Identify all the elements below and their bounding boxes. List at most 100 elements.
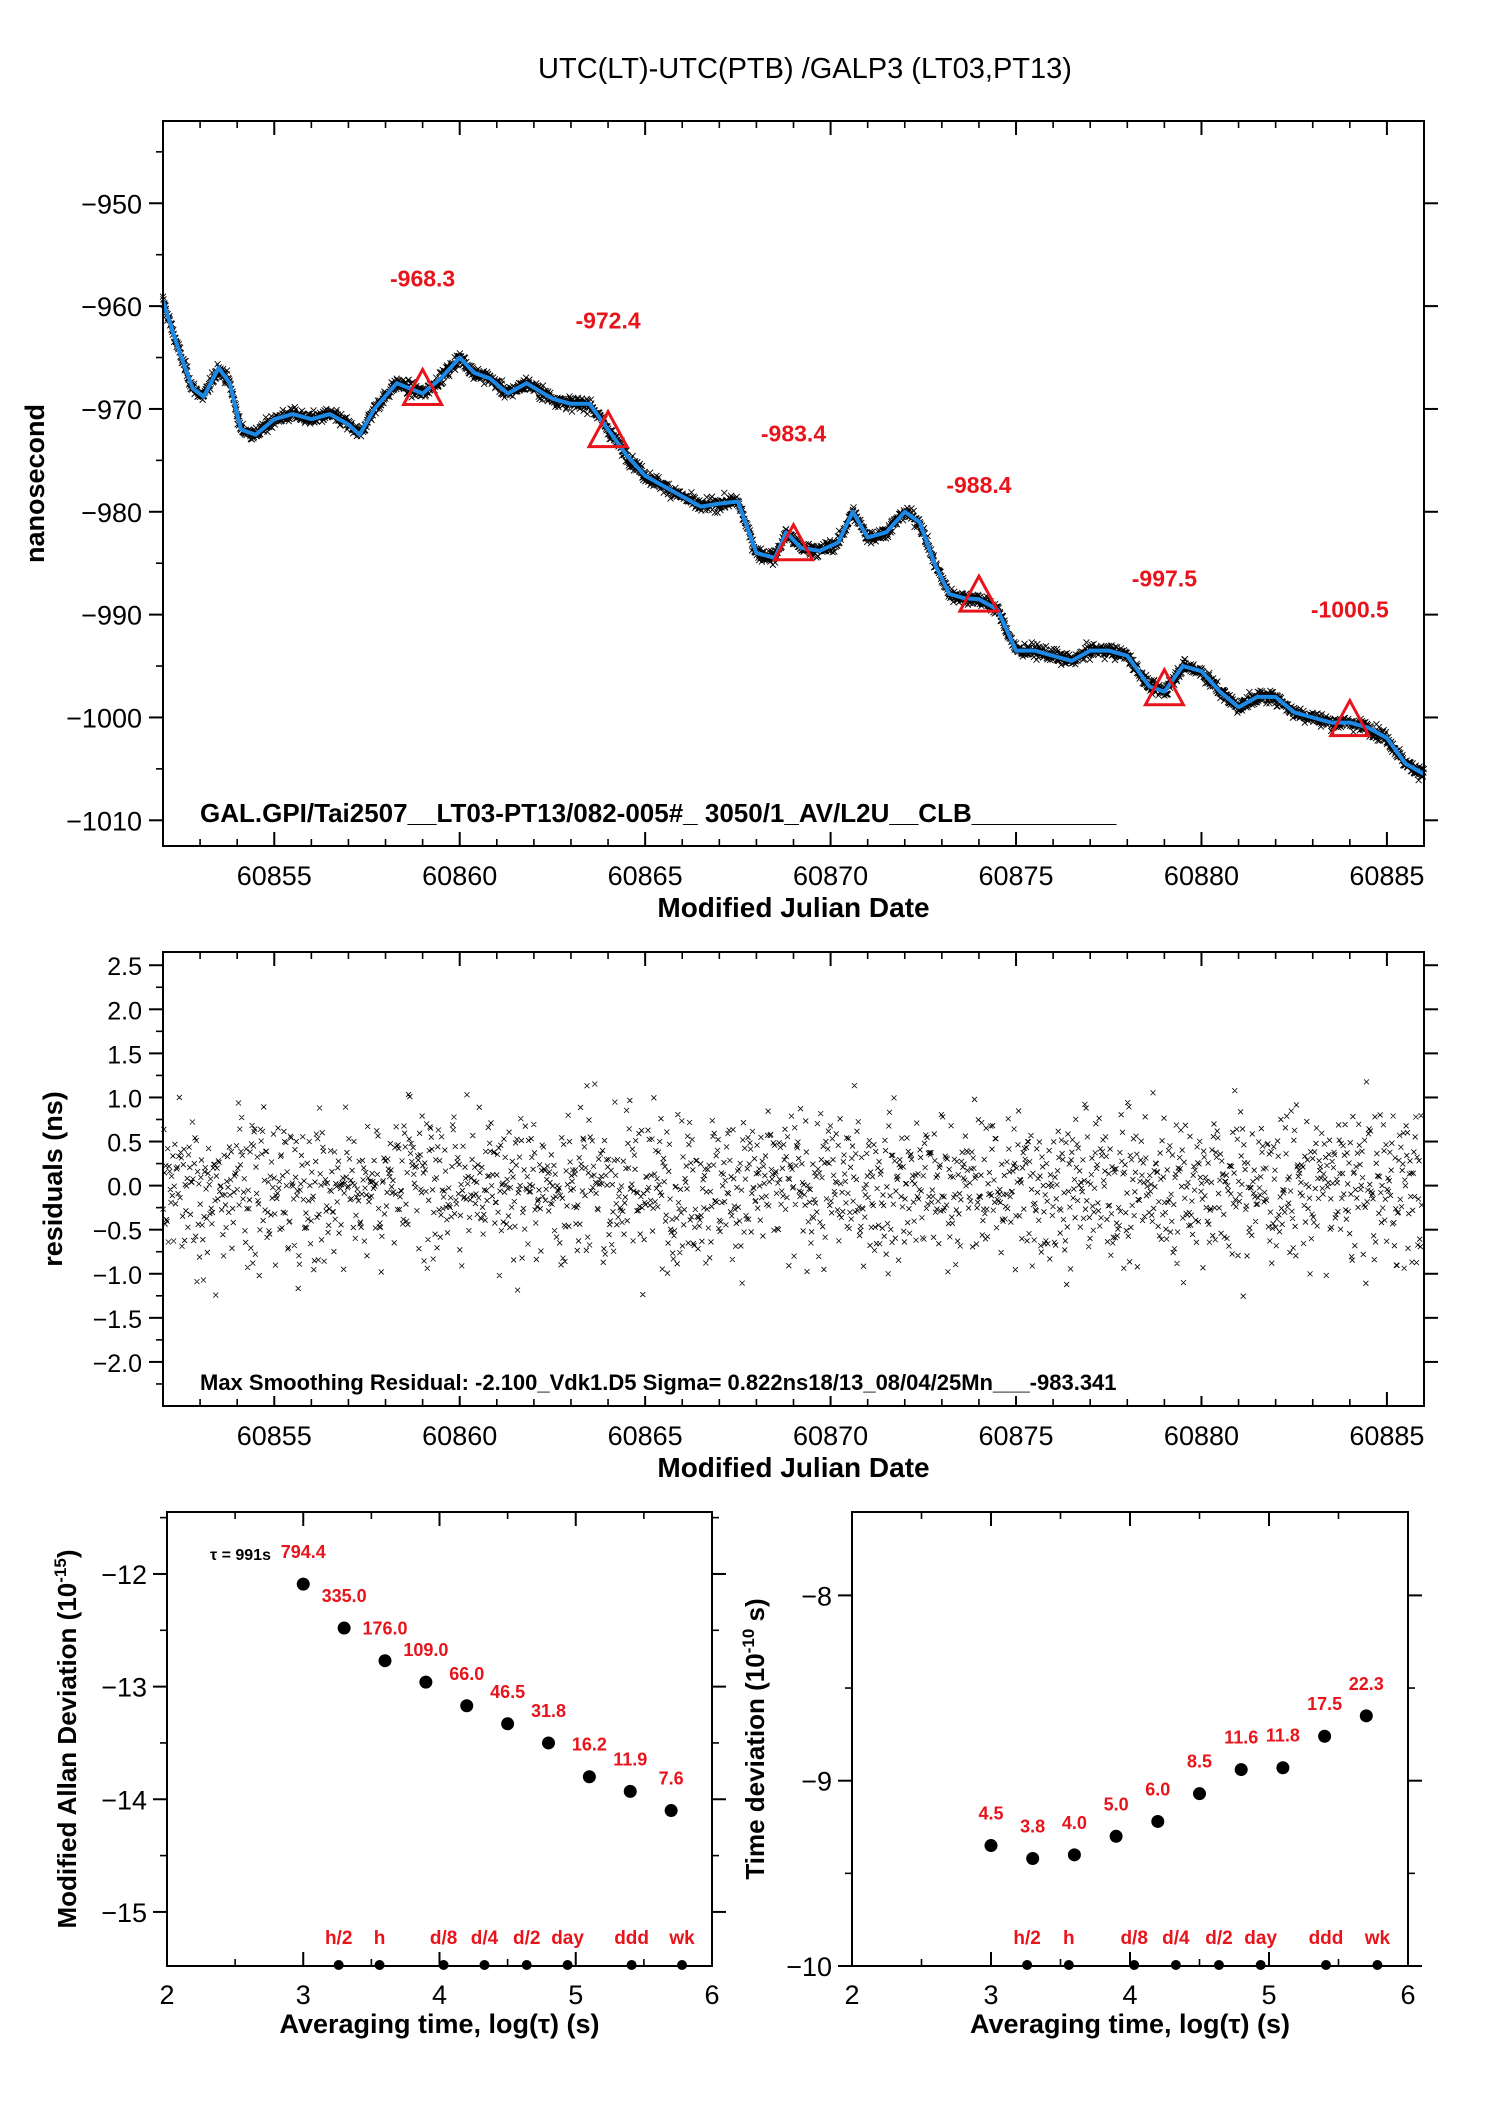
y-axis-label-main: Modified Allan Deviation (10 — [52, 1583, 82, 1929]
y-axis-label-exponent: -10 — [739, 1629, 758, 1654]
time-mark-label-3: d/4 — [1162, 1928, 1190, 1949]
data-label-3: 109.0 — [403, 1640, 448, 1660]
x-tick-label: 60875 — [978, 861, 1053, 891]
x-axis-label: Modified Julian Date — [657, 1452, 929, 1483]
data-point-9 — [664, 1804, 678, 1818]
y-axis-label-main: Time deviation (10 — [740, 1653, 770, 1879]
marker-triangle-1 — [586, 408, 630, 449]
data-point-3 — [419, 1675, 433, 1689]
x-tick-label: 60860 — [422, 1421, 497, 1451]
time-mark-label-6: ddd — [614, 1928, 649, 1949]
marker-label-2: -983.4 — [761, 421, 826, 447]
data-label-4: 6.0 — [1145, 1779, 1170, 1799]
data-label-5: 46.5 — [490, 1682, 525, 1702]
figure-title: UTC(LT)-UTC(PTB) /GALP3 (LT03,PT13) — [538, 53, 1072, 85]
x-axis-label: Averaging time, log(τ) (s) — [970, 2009, 1290, 2039]
time-mark-dot-5 — [1255, 1960, 1266, 1970]
data-label-6: 31.8 — [531, 1701, 566, 1721]
x-axis-label: Modified Julian Date — [657, 892, 929, 923]
time-mark-label-2: d/8 — [430, 1928, 457, 1949]
data-label-4: 66.0 — [449, 1664, 484, 1684]
time-mark-dot-6 — [1320, 1960, 1331, 1970]
time-mark-label-0: h/2 — [1013, 1928, 1040, 1949]
time-mark-label-1: h — [1063, 1928, 1075, 1949]
marker-triangle-3 — [957, 573, 1001, 613]
time-mark-dot-2 — [438, 1960, 449, 1970]
data-point-4 — [460, 1699, 474, 1713]
time-mark-label-7: wk — [668, 1928, 695, 1949]
time-mark-dot-4 — [521, 1960, 532, 1970]
x-tick-label: 60880 — [1164, 1421, 1239, 1451]
y-tick-label: −960 — [81, 292, 142, 322]
data-point-1 — [1026, 1852, 1040, 1866]
data-point-8 — [1318, 1729, 1332, 1743]
data-point-1 — [337, 1621, 351, 1635]
time-mark-label-1: h — [374, 1928, 386, 1949]
mdev-panel: 2 3 4 5 6 −12 −13 −14 −15 Averaging time, log(τ) … — [51, 1511, 726, 2039]
y-tick-label: −980 — [81, 498, 142, 528]
marker-label-1: -972.4 — [575, 308, 640, 334]
x-tick-label: 5 — [568, 1980, 583, 2010]
data-point-6 — [542, 1736, 555, 1750]
y-axis-label: Time deviation (10-10 s) — [739, 1598, 770, 1879]
time-mark-label-2: d/8 — [1120, 1928, 1147, 1949]
marker-triangle-2 — [771, 521, 816, 562]
data-point-0 — [984, 1839, 998, 1853]
data-point-3 — [1109, 1829, 1123, 1843]
y-axis-label: Modified Allan Deviation (10-15) — [51, 1550, 82, 1929]
time-mark-label-4: d/2 — [513, 1928, 540, 1949]
data-label-6: 11.6 — [1224, 1728, 1258, 1748]
time-mark-dot-1 — [374, 1960, 385, 1970]
data-label-1: 3.8 — [1020, 1817, 1045, 1837]
time-mark-dot-5 — [562, 1960, 573, 1970]
time-mark-dot-2 — [1129, 1960, 1140, 1970]
y-tick-label: 0.0 — [107, 1174, 142, 1202]
time-mark-dot-4 — [1213, 1960, 1224, 1970]
y-tick-label: 1.5 — [107, 1041, 142, 1069]
marker-label-0: -968.3 — [390, 265, 455, 291]
data-point-2 — [1067, 1848, 1081, 1862]
tdev-panel: 2 3 4 5 6 −8 −9 −10 Averaging time, log(τ) (s) Ti… — [739, 1511, 1422, 2039]
x-tick-label: 60880 — [1164, 861, 1239, 891]
x-tick-label: 3 — [983, 1980, 998, 2010]
time-series-panel: 60855 60860 60865 60870 60875 60880 60885 Modif… — [20, 120, 1438, 923]
x-tick-label: 6 — [704, 1980, 719, 2010]
time-mark-dot-3 — [1170, 1960, 1181, 1970]
data-label-3: 5.0 — [1104, 1794, 1129, 1814]
y-tick-label: −8 — [801, 1581, 832, 1611]
data-label-1: 335.0 — [322, 1586, 367, 1606]
time-mark-dot-0 — [333, 1960, 344, 1970]
plot-frame — [162, 120, 1425, 847]
x-tick-label: 60870 — [793, 1421, 868, 1451]
time-mark-label-7: wk — [1364, 1928, 1391, 1949]
marker-triangle-0 — [401, 366, 445, 406]
time-mark-dot-3 — [479, 1960, 490, 1970]
y-axis-label: nanosecond — [20, 404, 50, 563]
y-tick-label: −9 — [801, 1767, 832, 1797]
y-tick-label: −13 — [101, 1673, 147, 1703]
data-label-8: 11.9 — [613, 1749, 647, 1769]
y-tick-label: −1.0 — [93, 1262, 142, 1290]
y-tick-label: −2.0 — [93, 1350, 142, 1378]
data-point-8 — [623, 1784, 637, 1798]
data-label-7: 16.2 — [572, 1735, 607, 1755]
x-tick-label: 60885 — [1349, 1421, 1424, 1451]
y-tick-label: 2.5 — [107, 953, 142, 981]
y-tick-label: −1.5 — [93, 1306, 142, 1334]
data-point-5 — [1193, 1787, 1206, 1801]
x-tick-label: 60885 — [1349, 861, 1424, 891]
time-mark-label-4: d/2 — [1205, 1928, 1232, 1949]
x-tick-label: 60865 — [608, 1421, 683, 1451]
data-label-0: 4.5 — [978, 1804, 1003, 1824]
time-mark-label-5: day — [551, 1928, 584, 1949]
tau-note: τ = 991s — [210, 1547, 271, 1564]
y-tick-label: −1010 — [66, 806, 142, 836]
x-tick-label: 4 — [1122, 1980, 1137, 2010]
marker-label-5: -1000.5 — [1311, 597, 1389, 623]
x-tick-label: 2 — [844, 1980, 859, 2010]
y-axis-label-end: ) — [52, 1550, 82, 1559]
data-point-7 — [1276, 1761, 1290, 1775]
series-annotation: GAL.GPI/Tai2507__LT03-PT13/082-005#_ 305… — [200, 798, 1117, 828]
y-tick-label: −10 — [786, 1952, 832, 1982]
